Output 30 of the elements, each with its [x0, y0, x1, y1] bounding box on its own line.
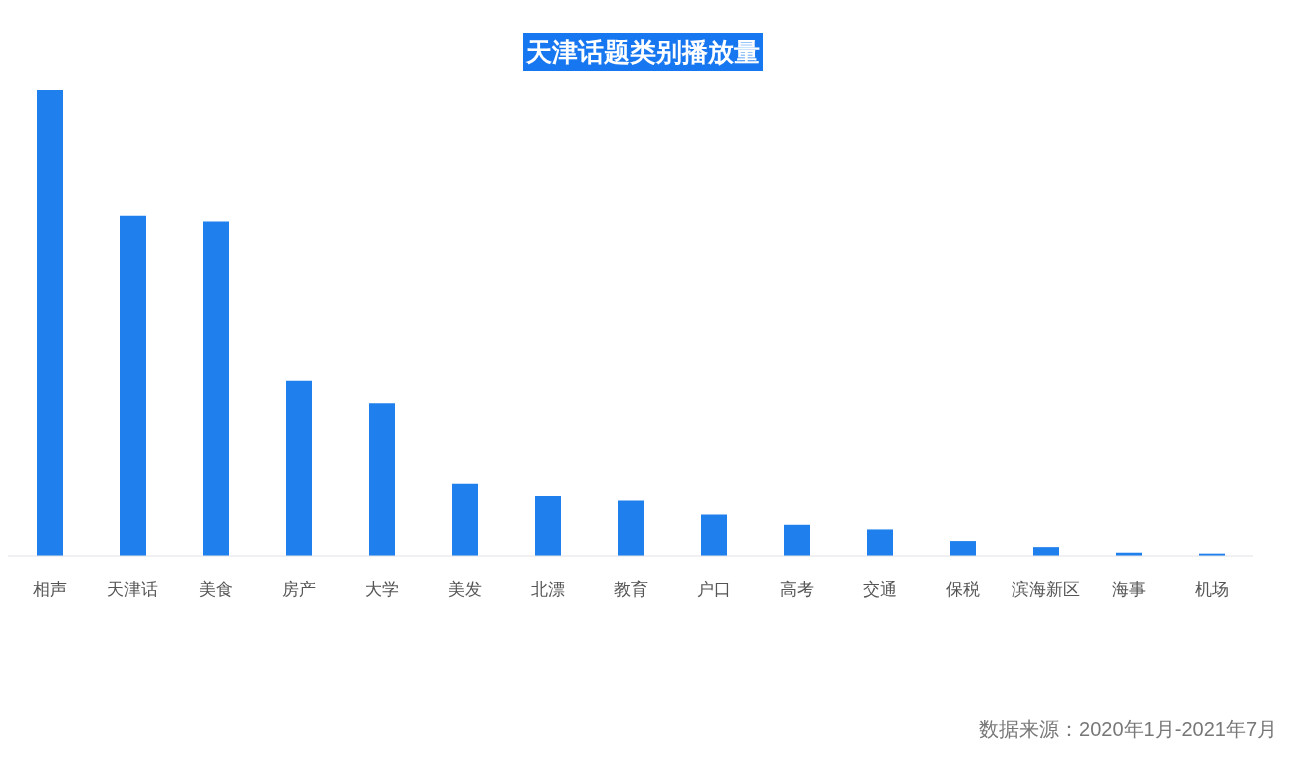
- bar: [203, 221, 229, 556]
- x-tick-label: 房产: [281, 579, 316, 599]
- bar: [286, 380, 312, 556]
- x-tick-label: 相声: [32, 579, 67, 599]
- bar: [369, 403, 395, 556]
- x-tick-label: 机场: [1194, 579, 1229, 599]
- bar: [950, 541, 976, 556]
- x-tick-label: 美发: [447, 579, 482, 599]
- x-tick-label: 滨海新区: [1011, 579, 1080, 599]
- x-tick-label: 户口: [696, 579, 731, 599]
- bar: [37, 90, 63, 556]
- x-tick-label: 教育: [613, 579, 648, 599]
- bar: [784, 524, 810, 556]
- bar: [701, 514, 727, 556]
- x-tick-label: 北漂: [530, 579, 565, 599]
- bar: [618, 500, 644, 556]
- chart-title: 天津话题类别播放量: [523, 33, 763, 71]
- x-tick-label: 美食: [198, 579, 233, 599]
- bar: [452, 483, 478, 556]
- x-tick-label: 高考: [779, 579, 814, 599]
- x-tick-label: 天津话: [107, 579, 158, 599]
- bar: [1033, 547, 1059, 556]
- x-tick-label: 海事: [1111, 579, 1146, 599]
- bar: [120, 215, 146, 556]
- x-tick-label: 交通: [862, 579, 897, 599]
- bar: [867, 529, 893, 556]
- bar: [535, 495, 561, 556]
- source-note: 数据来源：2020年1月-2021年7月: [979, 717, 1277, 742]
- x-tick-label: 保税: [945, 579, 980, 599]
- x-tick-label: 大学: [364, 579, 399, 599]
